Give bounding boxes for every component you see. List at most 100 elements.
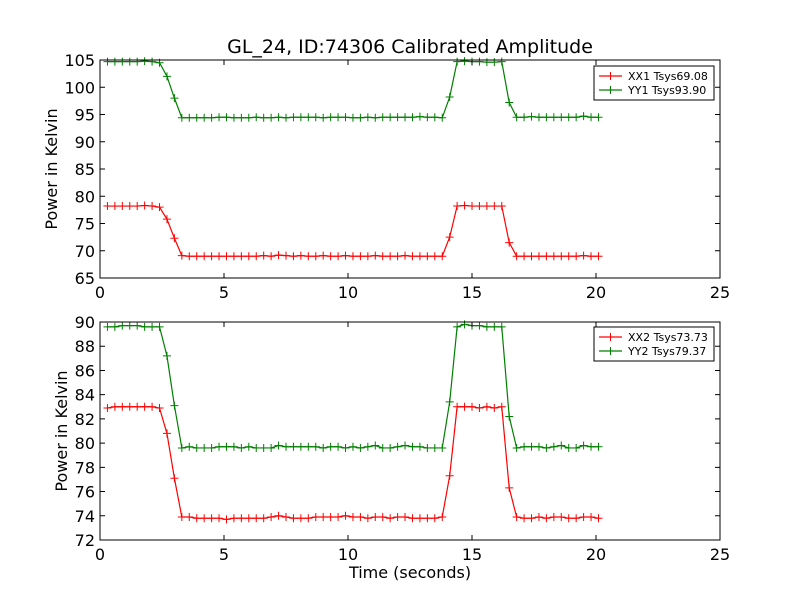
data-point (103, 403, 112, 412)
data-point (549, 512, 558, 521)
data-point (527, 112, 536, 121)
x-tick-label: 10 (338, 283, 358, 302)
data-point (438, 512, 447, 521)
data-point (200, 443, 209, 452)
data-point (587, 512, 596, 521)
data-point (148, 57, 157, 66)
data-point (475, 202, 484, 211)
data-point (311, 512, 320, 521)
data-point (215, 113, 224, 122)
data-point (334, 512, 343, 521)
data-point (363, 442, 372, 451)
legend-label: YY1 Tsys93.90 (627, 84, 706, 97)
data-point (497, 402, 506, 411)
data-point (348, 442, 357, 451)
data-point (244, 252, 253, 261)
data-point (408, 113, 417, 122)
y-tick-label: 88 (75, 337, 95, 356)
data-point (393, 442, 402, 451)
data-point (386, 113, 395, 122)
data-point (215, 442, 224, 451)
data-point (192, 252, 201, 261)
data-point (252, 252, 261, 261)
legend-label: YY2 Tsys79.37 (627, 345, 706, 358)
data-point (579, 112, 588, 121)
data-point (289, 514, 298, 523)
x-tick-label: 20 (586, 283, 606, 302)
y-tick-label: 90 (75, 133, 95, 152)
data-point (296, 251, 305, 260)
x-tick-label: 0 (95, 283, 105, 302)
data-point (587, 442, 596, 451)
data-point (140, 402, 149, 411)
data-point (401, 251, 410, 260)
data-point (326, 512, 335, 521)
data-point (304, 113, 313, 122)
subplot-1: 0 5 10 15 20 25 65 70 75 80 85 90 95 100 105 Power in K… (42, 51, 730, 302)
data-point (282, 442, 290, 451)
y-tick-label: 84 (75, 386, 95, 405)
data-point (237, 443, 246, 452)
data-point (438, 113, 447, 122)
data-point (497, 202, 506, 211)
x-tick-label: 5 (219, 545, 229, 564)
data-point (185, 252, 194, 261)
data-point (148, 402, 157, 411)
data-point (542, 113, 551, 122)
data-point (564, 443, 573, 452)
data-point (356, 443, 365, 452)
data-point (289, 113, 298, 122)
data-point (490, 322, 499, 331)
data-point (222, 113, 231, 122)
data-point (252, 443, 261, 452)
y-tick-label: 65 (75, 269, 95, 288)
data-point (594, 442, 603, 451)
data-point (244, 442, 253, 451)
data-point (572, 113, 581, 122)
x-tick-label: 15 (462, 283, 482, 302)
data-point (192, 113, 201, 122)
data-point (170, 401, 179, 410)
x-tick-label: 25 (710, 545, 730, 564)
data-point (408, 514, 417, 523)
data-point (118, 402, 127, 411)
data-point (445, 233, 454, 242)
y-tick-label: 82 (75, 410, 95, 429)
data-point (587, 252, 596, 261)
data-point (453, 322, 462, 331)
data-point (453, 57, 462, 66)
data-point (423, 514, 432, 523)
data-point (542, 252, 551, 261)
data-point (200, 514, 209, 523)
data-point (594, 252, 603, 261)
data-point (542, 514, 551, 523)
data-point (207, 443, 216, 452)
data-point (177, 512, 186, 521)
data-point (207, 252, 216, 261)
data-point (125, 321, 134, 330)
data-point (527, 514, 536, 523)
data-point (490, 202, 499, 211)
data-point (415, 442, 424, 451)
data-point (460, 402, 469, 411)
data-point (326, 252, 335, 261)
data-point (348, 512, 357, 521)
data-point (430, 443, 439, 452)
data-point (371, 113, 380, 122)
data-point (505, 98, 514, 107)
x-tick-label: 10 (338, 545, 358, 564)
data-point (579, 441, 588, 450)
data-point (423, 443, 432, 452)
data-point (200, 113, 209, 122)
data-point (237, 514, 246, 523)
y-tick-label: 75 (75, 215, 95, 234)
data-point (267, 512, 276, 521)
data-point (386, 252, 395, 261)
data-point (415, 112, 424, 121)
data-point (386, 443, 395, 452)
data-point (267, 113, 276, 122)
legend-entry: YY1 Tsys93.90 (599, 84, 706, 97)
data-point (319, 443, 328, 452)
data-point (460, 57, 469, 66)
